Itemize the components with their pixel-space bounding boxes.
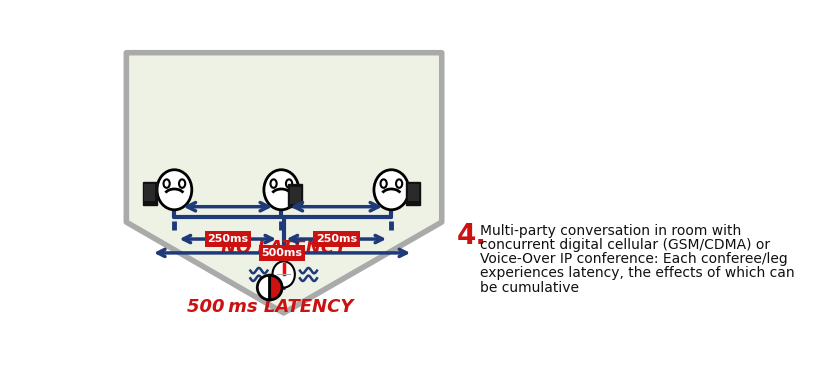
Ellipse shape [179,179,185,188]
Text: 4.: 4. [456,222,487,250]
Text: 250ms: 250ms [207,234,248,244]
Ellipse shape [273,261,294,288]
Bar [288,184,302,207]
Text: experiences latency, the effects of which can: experiences latency, the effects of whic… [480,266,794,280]
Ellipse shape [286,179,292,188]
Ellipse shape [374,170,408,210]
Bar [142,182,156,205]
Ellipse shape [263,170,298,210]
Ellipse shape [157,170,191,210]
Text: 250ms: 250ms [315,234,356,244]
Text: Multi-party conversation in room with: Multi-party conversation in room with [480,224,741,238]
Text: concurrent digital cellular (GSM/CDMA) or: concurrent digital cellular (GSM/CDMA) o… [480,238,770,252]
Bar [405,182,420,205]
Bar [289,187,300,204]
Text: Voice-Over IP conference: Each conferee/leg: Voice-Over IP conference: Each conferee/… [480,252,788,266]
Bar [407,184,418,201]
Wedge shape [257,275,269,300]
Ellipse shape [270,179,277,188]
Bar [144,184,155,201]
Ellipse shape [380,179,386,188]
Ellipse shape [163,179,170,188]
Wedge shape [269,275,282,300]
Text: be cumulative: be cumulative [480,280,579,295]
Polygon shape [126,53,441,313]
Text: 500ms: 500ms [262,248,303,258]
Ellipse shape [395,179,402,188]
Text: 500 ms LATENCY: 500 ms LATENCY [186,298,353,316]
Text: NO LATENCY: NO LATENCY [221,238,346,256]
